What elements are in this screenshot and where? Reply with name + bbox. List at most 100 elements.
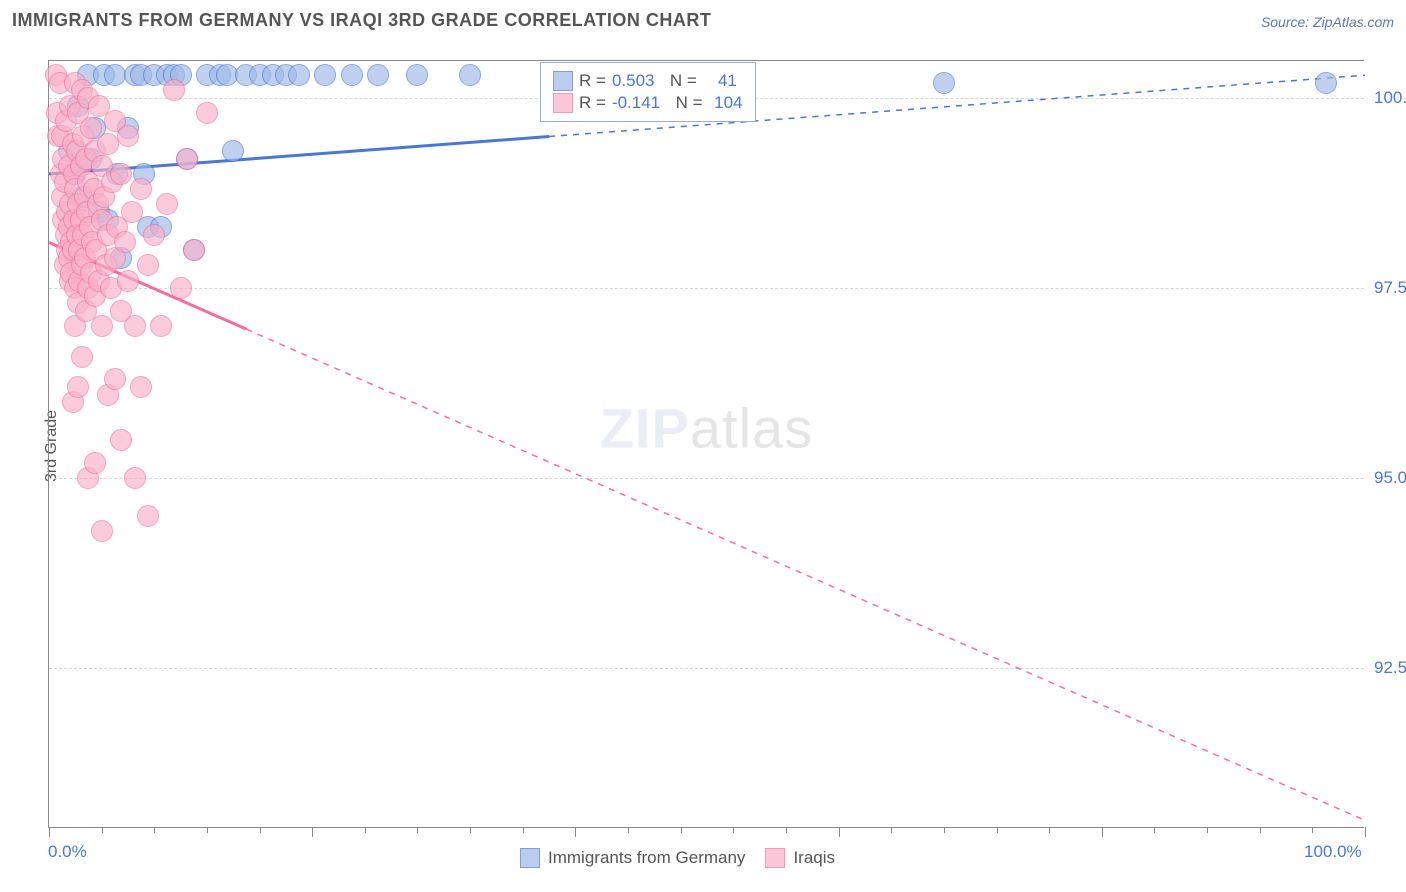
x-tick-label: 100.0% — [1304, 842, 1362, 862]
x-tick — [786, 827, 787, 833]
scatter-point-germany — [288, 64, 310, 86]
x-tick — [997, 827, 998, 833]
x-tick — [312, 827, 313, 837]
x-tick — [207, 827, 208, 833]
legend-n-value: 41 — [703, 71, 737, 91]
scatter-point-germany — [459, 64, 481, 86]
scatter-point-iraqis — [71, 346, 93, 368]
legend-swatch — [553, 71, 573, 91]
legend-row-iraqis: R = -0.141 N = 104 — [553, 93, 743, 113]
legend-item-iraqis: Iraqis — [765, 848, 835, 868]
scatter-point-iraqis — [110, 429, 132, 451]
scatter-point-germany — [216, 64, 238, 86]
scatter-point-germany — [367, 64, 389, 86]
x-tick — [470, 827, 471, 833]
trend-lines — [49, 60, 1365, 828]
legend-swatch — [765, 848, 785, 868]
watermark-atlas: atlas — [690, 397, 813, 460]
x-tick — [681, 827, 682, 833]
scatter-point-iraqis — [114, 231, 136, 253]
scatter-point-germany — [406, 64, 428, 86]
scatter-point-iraqis — [137, 505, 159, 527]
scatter-point-iraqis — [176, 148, 198, 170]
y-tick-label: 100.0% — [1374, 88, 1406, 108]
scatter-point-iraqis — [196, 102, 218, 124]
scatter-point-iraqis — [110, 163, 132, 185]
trend-line — [246, 329, 1365, 820]
y-tick-label: 95.0% — [1374, 468, 1406, 488]
legend-r-label: R = — [579, 71, 606, 91]
legend-swatch — [553, 93, 573, 113]
legend-n-label: N = — [660, 71, 696, 91]
scatter-point-iraqis — [91, 520, 113, 542]
scatter-point-iraqis — [170, 277, 192, 299]
x-tick — [417, 827, 418, 833]
scatter-point-germany — [104, 64, 126, 86]
x-tick — [154, 827, 155, 833]
source-link[interactable]: ZipAtlas.com — [1313, 14, 1394, 30]
scatter-point-germany — [222, 140, 244, 162]
legend-item-germany: Immigrants from Germany — [520, 848, 745, 868]
scatter-point-iraqis — [156, 193, 178, 215]
chart-title: IMMIGRANTS FROM GERMANY VS IRAQI 3RD GRA… — [12, 10, 711, 31]
x-tick — [102, 827, 103, 833]
scatter-point-iraqis — [130, 376, 152, 398]
x-tick — [260, 827, 261, 833]
y-tick-label: 97.5% — [1374, 278, 1406, 298]
gridline — [49, 478, 1364, 479]
scatter-point-iraqis — [124, 315, 146, 337]
x-tick — [891, 827, 892, 833]
x-tick — [839, 827, 840, 837]
scatter-point-iraqis — [143, 224, 165, 246]
x-tick — [1207, 827, 1208, 833]
legend-n-label: N = — [666, 93, 702, 113]
gridline — [49, 288, 1364, 289]
x-tick — [1102, 827, 1103, 837]
x-tick — [1260, 827, 1261, 833]
scatter-point-germany — [314, 64, 336, 86]
x-tick — [944, 827, 945, 833]
x-tick — [523, 827, 524, 833]
x-tick — [1154, 827, 1155, 833]
x-tick — [575, 827, 576, 837]
legend-series-label: Immigrants from Germany — [548, 848, 745, 868]
scatter-point-germany — [933, 72, 955, 94]
gridline — [49, 668, 1364, 669]
scatter-point-germany — [1315, 72, 1337, 94]
legend-row-germany: R = 0.503 N = 41 — [553, 71, 743, 91]
scatter-point-iraqis — [117, 270, 139, 292]
scatter-point-germany — [341, 64, 363, 86]
scatter-point-iraqis — [130, 178, 152, 200]
scatter-point-iraqis — [124, 467, 146, 489]
x-tick — [733, 827, 734, 833]
y-tick-label: 92.5% — [1374, 658, 1406, 678]
scatter-point-iraqis — [121, 201, 143, 223]
scatter-point-iraqis — [67, 376, 89, 398]
watermark: ZIPatlas — [600, 396, 813, 461]
watermark-zip: ZIP — [600, 397, 690, 460]
x-tick — [365, 827, 366, 833]
x-tick — [628, 827, 629, 833]
chart-plot-area: ZIPatlas — [48, 60, 1364, 828]
source-prefix: Source: — [1261, 14, 1313, 30]
x-tick — [1365, 827, 1366, 837]
x-tick — [49, 827, 50, 837]
scatter-point-iraqis — [137, 254, 159, 276]
legend-r-label: R = — [579, 93, 606, 113]
scatter-point-iraqis — [117, 125, 139, 147]
source-attribution: Source: ZipAtlas.com — [1261, 14, 1394, 30]
x-tick-label: 0.0% — [48, 842, 87, 862]
correlation-legend: R = 0.503 N = 41R = -0.141 N = 104 — [540, 62, 756, 122]
x-tick — [1312, 827, 1313, 833]
legend-n-value: 104 — [709, 93, 743, 113]
x-tick — [1049, 827, 1050, 833]
scatter-point-iraqis — [104, 368, 126, 390]
legend-swatch — [520, 848, 540, 868]
legend-series-label: Iraqis — [793, 848, 835, 868]
series-legend: Immigrants from Germany Iraqis — [520, 848, 835, 868]
scatter-point-iraqis — [97, 133, 119, 155]
plot-top-border — [49, 60, 1364, 61]
scatter-point-iraqis — [150, 315, 172, 337]
scatter-point-iraqis — [84, 452, 106, 474]
scatter-point-iraqis — [183, 239, 205, 261]
